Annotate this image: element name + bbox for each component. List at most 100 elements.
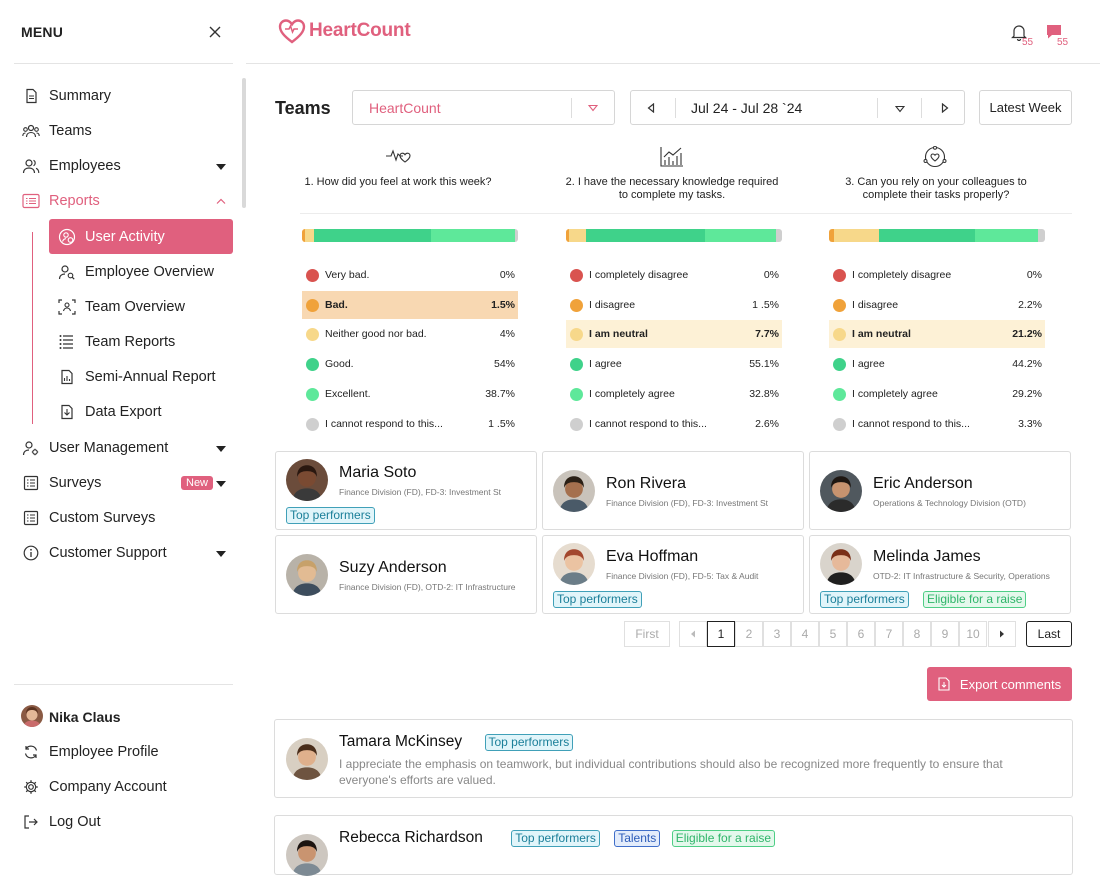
sidebar-item-reports[interactable]: Reports (22, 189, 100, 213)
answer-label: Good. (325, 358, 354, 370)
heart-logo-icon[interactable] (278, 18, 306, 44)
previous-week-icon[interactable] (647, 103, 655, 113)
answer-dot (833, 268, 846, 282)
latest-week-button[interactable]: Latest Week (979, 90, 1072, 125)
chevron-down-icon[interactable] (216, 481, 226, 487)
pagination-first[interactable]: First (624, 621, 670, 647)
employee-department: Finance Division (FD), OTD-2: IT Infrast… (339, 582, 516, 592)
employee-tag: Eligible for a raise (923, 591, 1027, 608)
chevron-down-icon[interactable] (588, 104, 598, 112)
sidebar-scrollbar[interactable] (242, 78, 246, 208)
pagination-page[interactable]: 4 (791, 621, 819, 647)
employee-card[interactable]: Eric Anderson Operations & Technology Div… (809, 451, 1071, 530)
custom-survey-icon (22, 509, 40, 527)
answer-percent: 55.1% (749, 358, 779, 370)
employee-card[interactable]: Suzy Anderson Finance Division (FD), OTD-… (275, 535, 537, 614)
chevron-down-icon[interactable] (216, 446, 226, 452)
answer-dot (570, 357, 583, 371)
chevron-left-icon[interactable] (690, 630, 696, 638)
chevron-down-icon[interactable] (216, 164, 226, 170)
answer-row: Bad. 1.5% (302, 291, 518, 319)
pagination-page[interactable]: 2 (735, 621, 763, 647)
log-out-link[interactable]: Log Out (22, 810, 101, 834)
pagination-page[interactable]: 9 (931, 621, 959, 647)
pagination-page[interactable]: 7 (875, 621, 903, 647)
employee-profile-link[interactable]: Employee Profile (22, 740, 159, 764)
pagination-page[interactable]: 5 (819, 621, 847, 647)
employee-name[interactable]: Eric Anderson (873, 475, 973, 492)
sidebar-item-employee-overview[interactable]: Employee Overview (58, 260, 214, 284)
app-logo[interactable]: HeartCount (309, 20, 411, 41)
answer-percent: 1 .5% (488, 418, 515, 430)
next-week-icon[interactable] (941, 103, 949, 113)
pagination-page[interactable]: 1 (707, 621, 735, 647)
message-icon[interactable] (1046, 24, 1062, 40)
link-label: Employee Profile (49, 744, 159, 760)
sidebar-item-team-overview[interactable]: Team Overview (58, 295, 185, 319)
answer-dot (306, 417, 319, 431)
sidebar-item-label: Reports (49, 193, 100, 209)
chevron-up-icon[interactable] (216, 197, 226, 205)
growth-chart-icon (659, 146, 685, 168)
sidebar-item-label: Teams (49, 123, 92, 139)
answer-percent: 1.5% (491, 299, 515, 311)
date-range-picker[interactable]: Jul 24 - Jul 28 `24 (630, 90, 965, 125)
sidebar-item-summary[interactable]: Summary (22, 84, 111, 108)
sidebar-item-surveys[interactable]: Surveys (22, 471, 101, 495)
employee-name[interactable]: Eva Hoffman (606, 548, 699, 565)
chevron-right-icon[interactable] (999, 630, 1005, 638)
answer-label: Excellent. (325, 388, 371, 400)
sidebar-item-data-export[interactable]: Data Export (58, 400, 162, 424)
employee-card[interactable]: Maria Soto Finance Division (FD), FD-3: I… (275, 451, 537, 530)
team-heart-icon (923, 146, 947, 168)
bell-icon[interactable] (1011, 23, 1027, 41)
employee-card[interactable]: Ron Rivera Finance Division (FD), FD-3: I… (542, 451, 804, 530)
document-icon (22, 87, 40, 105)
answer-percent: 4% (499, 328, 515, 340)
answer-percent: 21.2% (1012, 328, 1042, 340)
pagination-last[interactable]: Last (1026, 621, 1072, 647)
pagination-page[interactable]: 6 (847, 621, 875, 647)
sidebar-item-semi-annual-report[interactable]: Semi-Annual Report (58, 365, 216, 389)
chevron-down-icon[interactable] (895, 105, 905, 113)
comment-tag: Top performers (484, 734, 574, 751)
pagination-page[interactable]: 8 (903, 621, 931, 647)
sidebar-item-teams[interactable]: Teams (22, 119, 92, 143)
pagination-prev[interactable] (679, 621, 707, 647)
sidebar-item-customer-support[interactable]: Customer Support (22, 541, 167, 565)
answer-label: I agree (852, 358, 885, 370)
answer-row: I cannot respond to this... 2.6% (566, 410, 782, 438)
company-account-link[interactable]: Company Account (22, 775, 167, 799)
team-select[interactable]: HeartCount (352, 90, 615, 125)
close-icon[interactable] (207, 24, 223, 40)
employee-card[interactable]: Melinda James OTD-2: IT Infrastructure & … (809, 535, 1071, 614)
sidebar-item-custom-surveys[interactable]: Custom Surveys (22, 506, 155, 530)
export-comments-label: Export comments (959, 676, 1062, 692)
pagination-next[interactable] (988, 621, 1016, 647)
answer-row: I am neutral 21.2% (829, 320, 1045, 348)
chevron-down-icon[interactable] (216, 551, 226, 557)
messages-count: 55 (1057, 37, 1069, 48)
commenter-name[interactable]: Rebecca Richardson (339, 829, 483, 846)
sidebar-item-team-reports[interactable]: Team Reports (58, 330, 175, 354)
answer-percent: 0% (499, 269, 515, 281)
heartbeat-icon (385, 146, 411, 164)
employee-name[interactable]: Melinda James (873, 548, 981, 565)
sidebar-item-user-activity[interactable]: User Activity (49, 219, 233, 254)
sidebar-item-employees[interactable]: Employees (22, 154, 121, 178)
employee-name[interactable]: Maria Soto (339, 464, 417, 481)
export-comments-button[interactable]: Export comments (927, 667, 1072, 701)
pagination-page[interactable]: 10 (959, 621, 987, 647)
employee-name[interactable]: Ron Rivera (606, 475, 687, 492)
sidebar-item-label: Summary (49, 88, 112, 104)
commenter-name[interactable]: Tamara McKinsey (339, 733, 463, 750)
employee-name[interactable]: Suzy Anderson (339, 559, 447, 576)
sidebar-item-user-management[interactable]: User Management (22, 436, 168, 460)
gear-icon (22, 778, 40, 796)
answer-dot (570, 268, 583, 282)
notifications-count: 55 (1022, 37, 1034, 48)
employee-card[interactable]: Eva Hoffman Finance Division (FD), FD-5: … (542, 535, 804, 614)
sidebar: MENU Summary Teams Employees Reports Use… (0, 0, 246, 854)
question-line: 3. Can you rely on your colleagues to (845, 176, 1027, 188)
pagination-page[interactable]: 3 (763, 621, 791, 647)
